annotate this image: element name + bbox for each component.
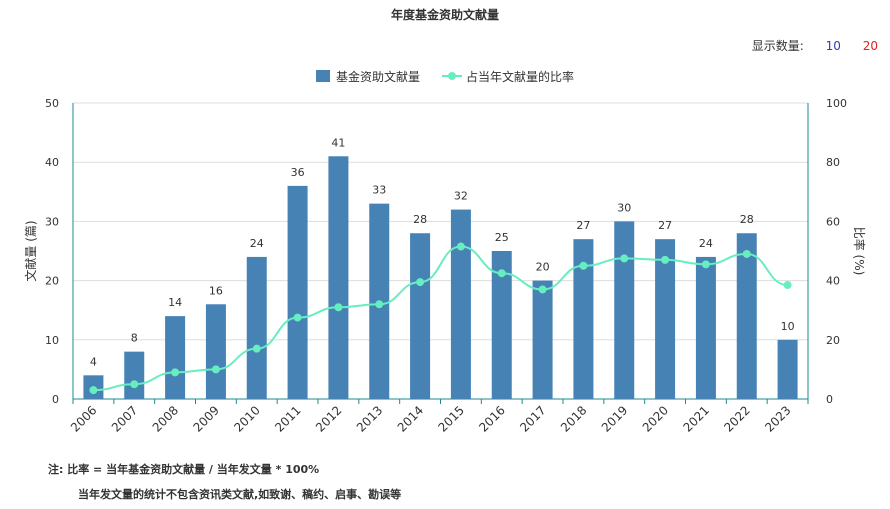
x-tick-label: 2014 [395, 403, 426, 434]
bar [573, 239, 594, 399]
ratio-point [538, 285, 547, 294]
y-tick-label: 20 [45, 275, 59, 288]
ratio-point [783, 281, 792, 290]
bar [205, 304, 226, 399]
bar-value-label: 28 [740, 213, 754, 226]
bar-value-label: 24 [250, 237, 264, 250]
bar [655, 239, 676, 399]
bar-value-label: 33 [372, 184, 386, 197]
bar [450, 209, 471, 399]
ratio-point [89, 386, 98, 395]
legend-line-label: 占当年文献量的比率 [466, 69, 574, 84]
y-right-tick-label: 40 [826, 275, 840, 288]
ratio-point [171, 368, 180, 377]
bar-value-label: 30 [617, 201, 631, 214]
ratio-point [130, 380, 139, 389]
x-tick-label: 2022 [721, 403, 752, 434]
x-tick-label: 2012 [313, 403, 344, 434]
x-tick-label: 2018 [558, 403, 589, 434]
ratio-point [375, 300, 384, 309]
ratio-point [334, 303, 343, 312]
y-tick-label: 30 [45, 215, 59, 228]
bar [165, 316, 186, 399]
bar [410, 233, 431, 399]
bar-value-label: 27 [576, 219, 590, 232]
legend-bar-label: 基金资助文献量 [336, 69, 420, 84]
x-tick-label: 2019 [599, 403, 630, 434]
ratio-point [620, 254, 629, 263]
legend-bar-swatch [316, 70, 330, 82]
ratio-point [661, 255, 670, 264]
bar [777, 339, 798, 399]
display-count-label: 显示数量: [751, 39, 804, 53]
legend-line-marker [448, 72, 456, 80]
y-tick-label: 10 [45, 334, 59, 347]
note-formula: 注: 比率 = 当年基金资助文献量 / 当年发文量 * 100% [48, 463, 320, 476]
bar [246, 256, 267, 399]
ratio-point [211, 365, 220, 374]
x-tick-label: 2016 [476, 403, 507, 434]
x-tick-label: 2015 [436, 403, 467, 434]
bar [614, 221, 635, 399]
y-right-tick-label: 0 [826, 393, 833, 406]
x-tick-label: 2020 [640, 403, 671, 434]
x-tick-label: 2021 [681, 403, 712, 434]
y-axis-title: 文献量 (篇) [23, 220, 38, 281]
bar [491, 251, 512, 399]
x-tick-label: 2011 [272, 403, 303, 434]
ratio-line [93, 245, 788, 392]
x-tick-label: 2017 [517, 403, 548, 434]
bar-value-label: 8 [131, 332, 138, 345]
bar [124, 351, 145, 399]
ratio-point [579, 261, 588, 270]
x-tick-label: 2009 [191, 403, 222, 434]
bar [532, 280, 553, 399]
display-count-20-option[interactable]: 20 [862, 39, 878, 53]
x-tick-label: 2013 [354, 403, 385, 434]
x-tick-label: 2010 [231, 403, 262, 434]
bar-value-label: 25 [495, 231, 509, 244]
bar-value-label: 32 [454, 190, 468, 203]
y-tick-label: 50 [45, 97, 59, 110]
y-right-tick-label: 100 [826, 97, 847, 110]
y-right-axis-title: 比率 (%) [852, 227, 867, 276]
ratio-point [497, 269, 506, 278]
bar-value-label: 20 [536, 261, 550, 274]
ratio-point [293, 313, 302, 322]
x-tick-label: 2007 [109, 403, 140, 434]
ratio-point [701, 260, 710, 269]
x-tick-label: 2006 [68, 403, 99, 434]
bar [695, 256, 716, 399]
bar-value-label: 10 [781, 320, 795, 333]
y-right-tick-label: 80 [826, 156, 840, 169]
ratio-point [456, 242, 465, 251]
display-count-selector: 显示数量: 10 20 [752, 37, 878, 54]
bar [287, 185, 308, 399]
bar [328, 156, 349, 399]
funding-chart: 0 10 20 30 40 50 0 20 40 60 80 100 2006 2007 2008 2009 2… [23, 69, 867, 435]
bar-value-label: 41 [331, 136, 345, 149]
display-count-10-option[interactable]: 10 [825, 39, 841, 53]
bar-value-label: 4 [90, 355, 97, 368]
ratio-point [416, 278, 425, 287]
y-right-tick-label: 60 [826, 215, 840, 228]
ratio-point [252, 344, 261, 353]
note-exclusion: 当年发文量的统计不包含资讯类文献,如致谢、稿约、启事、勘误等 [78, 488, 402, 501]
bar-value-label: 24 [699, 237, 713, 250]
bar-value-label: 28 [413, 213, 427, 226]
ratio-point [742, 249, 751, 258]
y-right-tick-label: 20 [826, 334, 840, 347]
bar-value-label: 14 [168, 296, 182, 309]
bar [736, 233, 757, 399]
x-tick-label: 2023 [762, 403, 793, 434]
chart-title: 年度基金资助文献量 [390, 8, 499, 22]
y-tick-label: 40 [45, 156, 59, 169]
y-tick-label: 0 [52, 393, 59, 406]
bar-value-label: 36 [291, 166, 305, 179]
bar-value-label: 27 [658, 219, 672, 232]
bar-value-label: 16 [209, 284, 223, 297]
x-tick-label: 2008 [150, 403, 181, 434]
